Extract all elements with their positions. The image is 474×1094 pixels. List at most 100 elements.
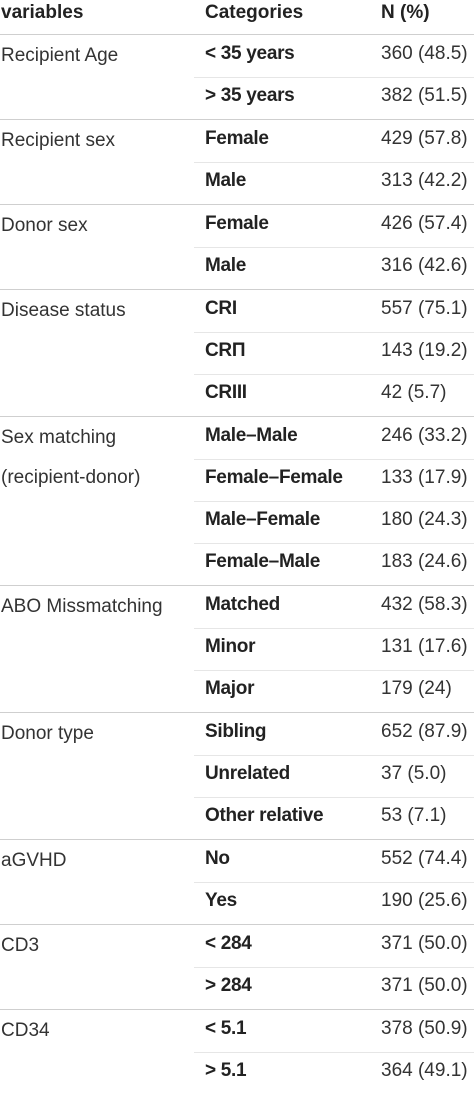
- variable-name-line: Disease status: [1, 300, 126, 321]
- table-row: Male 316 (42.6): [0, 247, 474, 289]
- category-cell: Sibling: [205, 721, 267, 742]
- variable-name: aGVHD: [1, 841, 191, 881]
- table-row: CRI 557 (75.1): [0, 290, 474, 332]
- variable-name-line: Donor type: [1, 723, 94, 744]
- count-percent-cell: 180 (24.3): [381, 509, 468, 530]
- category-cell: > 284: [205, 975, 252, 996]
- category-cell: Female: [205, 213, 269, 234]
- table-row: < 5.1 378 (50.9): [0, 1010, 474, 1052]
- variable-name: ABO Missmatching: [1, 587, 191, 627]
- variable-name-line: CD3: [1, 935, 40, 956]
- table-row: Male–Male 246 (33.2): [0, 417, 474, 459]
- variable-group: Disease status CRI 557 (75.1) CRП 143 (19.2)…: [0, 290, 474, 417]
- variable-name: Donor sex: [1, 206, 191, 246]
- count-percent-cell: 371 (50.0): [381, 975, 468, 996]
- table-row: > 5.1 364 (49.1): [0, 1052, 474, 1094]
- table-row: Female–Female 133 (17.9): [0, 459, 474, 501]
- variable-name-line: Recipient sex: [1, 130, 116, 151]
- variable-name-line: (recipient-donor): [1, 467, 141, 488]
- count-percent-cell: 432 (58.3): [381, 594, 468, 615]
- variable-group: Recipient sex Female 429 (57.8) Male 313 (42…: [0, 120, 474, 205]
- column-header-variables: variables: [1, 2, 84, 23]
- category-cell: Male: [205, 255, 247, 276]
- category-cell: Matched: [205, 594, 280, 615]
- variable-group: CD34 < 5.1 378 (50.9) > 5.1 364 (49.1): [0, 1010, 474, 1094]
- count-percent-cell: 183 (24.6): [381, 551, 468, 572]
- table-row: No 552 (74.4): [0, 840, 474, 882]
- count-percent-cell: 179 (24): [381, 678, 452, 699]
- table-row: Male–Female 180 (24.3): [0, 501, 474, 543]
- table-row: Minor 131 (17.6): [0, 628, 474, 670]
- category-cell: > 5.1: [205, 1060, 247, 1081]
- variable-group: Recipient Age < 35 years 360 (48.5) > 35 ye…: [0, 35, 474, 120]
- category-cell: < 284: [205, 933, 252, 954]
- table-row: Unrelated 37 (5.0): [0, 755, 474, 797]
- variable-group: CD3 < 284 371 (50.0) > 284 371 (50.0): [0, 925, 474, 1010]
- variable-name-line: Sex matching: [1, 427, 117, 448]
- category-cell: CRIII: [205, 382, 247, 403]
- category-cell: Male–Male: [205, 425, 298, 446]
- category-cell: Male: [205, 170, 247, 191]
- variable-name-line: CD34: [1, 1020, 50, 1041]
- category-cell: Minor: [205, 636, 256, 657]
- count-percent-cell: 37 (5.0): [381, 763, 447, 784]
- table-row: Female 429 (57.8): [0, 120, 474, 162]
- category-cell: Major: [205, 678, 255, 699]
- count-percent-cell: 371 (50.0): [381, 933, 468, 954]
- variable-name: CD34: [1, 1011, 191, 1051]
- count-percent-cell: 53 (7.1): [381, 805, 447, 826]
- variable-group: ABO Missmatching Matched 432 (58.3) Minor 13…: [0, 586, 474, 713]
- count-percent-cell: 378 (50.9): [381, 1018, 468, 1039]
- variable-name-line: ABO Missmatching: [1, 596, 163, 617]
- category-cell: CRI: [205, 298, 237, 319]
- table-row: Yes 190 (25.6): [0, 882, 474, 924]
- variable-group: Sex matching (recipient-donor) Male–Male 24…: [0, 417, 474, 586]
- count-percent-cell: 364 (49.1): [381, 1060, 468, 1081]
- count-percent-cell: 313 (42.2): [381, 170, 468, 191]
- category-cell: Female: [205, 128, 269, 149]
- count-percent-cell: 557 (75.1): [381, 298, 468, 319]
- variable-name-line: aGVHD: [1, 850, 67, 871]
- count-percent-cell: 246 (33.2): [381, 425, 468, 446]
- count-percent-cell: 131 (17.6): [381, 636, 468, 657]
- count-percent-cell: 133 (17.9): [381, 467, 468, 488]
- variable-name-line: Donor sex: [1, 215, 88, 236]
- count-percent-cell: 382 (51.5): [381, 85, 468, 106]
- column-header-n-percent: N (%): [381, 2, 430, 23]
- table-row: Female–Male 183 (24.6): [0, 543, 474, 585]
- variable-group: Donor sex Female 426 (57.4) Male 316 (42.6): [0, 205, 474, 290]
- table-row: < 284 371 (50.0): [0, 925, 474, 967]
- category-cell: Female–Male: [205, 551, 320, 572]
- table-row: Female 426 (57.4): [0, 205, 474, 247]
- count-percent-cell: 316 (42.6): [381, 255, 468, 276]
- table-row: Other relative 53 (7.1): [0, 797, 474, 839]
- table-row: Major 179 (24): [0, 670, 474, 712]
- table-row: < 35 years 360 (48.5): [0, 35, 474, 77]
- count-percent-cell: 190 (25.6): [381, 890, 468, 911]
- table-row: Sibling 652 (87.9): [0, 713, 474, 755]
- table-row: Matched 432 (58.3): [0, 586, 474, 628]
- variable-name-line: Recipient Age: [1, 45, 119, 66]
- category-cell: > 35 years: [205, 85, 295, 106]
- variable-name: Disease status: [1, 291, 191, 331]
- count-percent-cell: 426 (57.4): [381, 213, 468, 234]
- count-percent-cell: 652 (87.9): [381, 721, 468, 742]
- category-cell: No: [205, 848, 230, 869]
- variable-name: Donor type: [1, 714, 191, 754]
- category-cell: Male–Female: [205, 509, 320, 530]
- count-percent-cell: 360 (48.5): [381, 43, 468, 64]
- count-percent-cell: 42 (5.7): [381, 382, 447, 403]
- category-cell: CRП: [205, 340, 246, 361]
- table-header: variables Categories N (%): [0, 0, 474, 35]
- category-cell: Other relative: [205, 805, 324, 826]
- category-cell: Yes: [205, 890, 237, 911]
- count-percent-cell: 429 (57.8): [381, 128, 468, 149]
- variable-name: Recipient sex: [1, 121, 191, 161]
- category-cell: Female–Female: [205, 467, 343, 488]
- table-row: CRIII 42 (5.7): [0, 374, 474, 416]
- table-row: CRП 143 (19.2): [0, 332, 474, 374]
- category-cell: < 5.1: [205, 1018, 247, 1039]
- variable-name: CD3: [1, 926, 191, 966]
- category-cell: < 35 years: [205, 43, 295, 64]
- variable-group: Donor type Sibling 652 (87.9) Unrelated 37 (…: [0, 713, 474, 840]
